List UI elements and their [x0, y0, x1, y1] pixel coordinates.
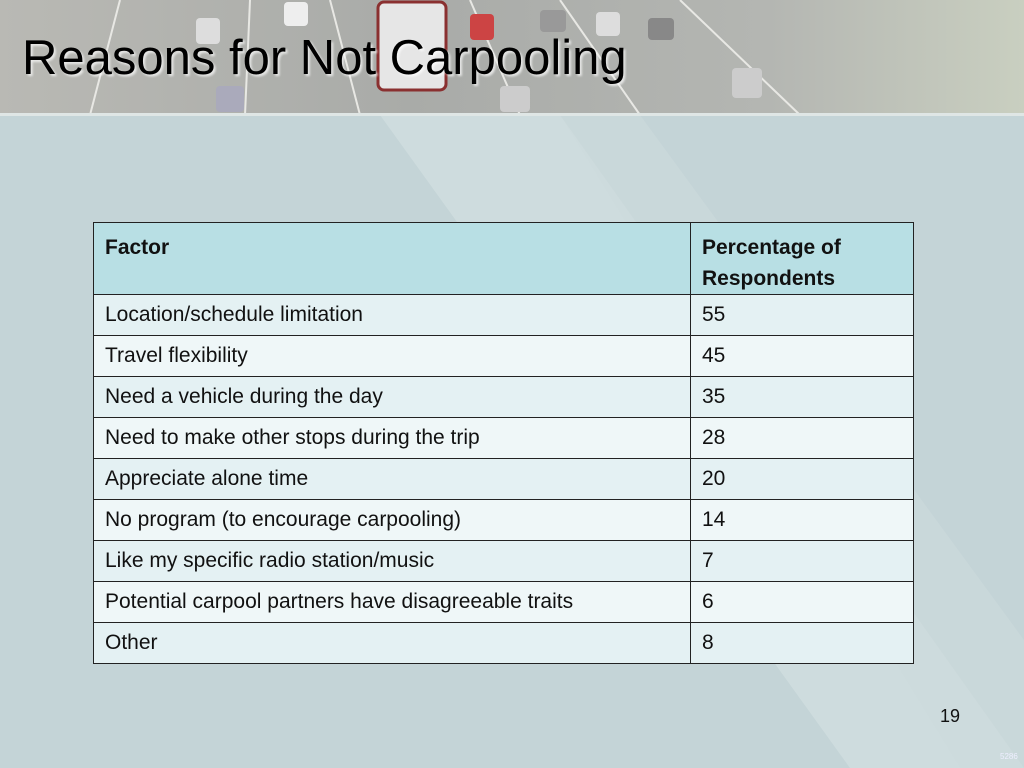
percentage-cell: 35: [690, 376, 914, 418]
table-row: Other 8: [93, 622, 914, 664]
percentage-cell: 14: [690, 499, 914, 541]
factor-cell: Location/schedule limitation: [93, 294, 691, 336]
header-cell: Percentage of Respondents: [690, 222, 914, 295]
table-row: No program (to encourage carpooling) 14: [93, 499, 914, 541]
header-row: Factor Percentage of Respondents: [93, 222, 914, 295]
percentage-cell: 8: [690, 622, 914, 664]
header-cell: Factor: [93, 222, 691, 295]
slide-title: Reasons for Not Carpooling: [22, 31, 627, 85]
table-body: Location/schedule limitation 55 Travel fle…: [93, 294, 914, 664]
percentage-cell: 45: [690, 335, 914, 377]
table-row: Need to make other stops during the trip…: [93, 417, 914, 459]
factor-cell: Potential carpool partners have disagree…: [93, 581, 691, 623]
table-row: Potential carpool partners have disagree…: [93, 581, 914, 623]
table-row: Travel flexibility 45: [93, 335, 914, 377]
percentage-cell: 28: [690, 417, 914, 459]
percentage-cell: 6: [690, 581, 914, 623]
page-number: 19: [940, 706, 961, 726]
factor-cell: Other: [93, 622, 691, 664]
factor-cell: Like my specific radio station/music: [93, 540, 691, 582]
cars: [196, 0, 762, 112]
percentage-cell: 55: [690, 294, 914, 336]
table-row: Need a vehicle during the day 35: [93, 376, 914, 418]
factor-cell: Travel flexibility: [93, 335, 691, 377]
table-row: Location/schedule limitation 55: [93, 294, 914, 336]
factor-cell: Appreciate alone time: [93, 458, 691, 500]
factor-cell: No program (to encourage carpooling): [93, 499, 691, 541]
table-row: Appreciate alone time 20: [93, 458, 914, 500]
header-edge: [0, 113, 1024, 116]
slide-code: 5286: [1000, 752, 1018, 761]
factor-cell: Need to make other stops during the trip: [93, 417, 691, 459]
table-row: Like my specific radio station/music 7: [93, 540, 914, 582]
factor-cell: Need a vehicle during the day: [93, 376, 691, 418]
table-head: Factor Percentage of Respondents: [93, 222, 914, 295]
data-table: Factor Percentage of Respondents Locatio…: [93, 222, 914, 664]
percentage-cell: 7: [690, 540, 914, 582]
percentage-cell: 20: [690, 458, 914, 500]
